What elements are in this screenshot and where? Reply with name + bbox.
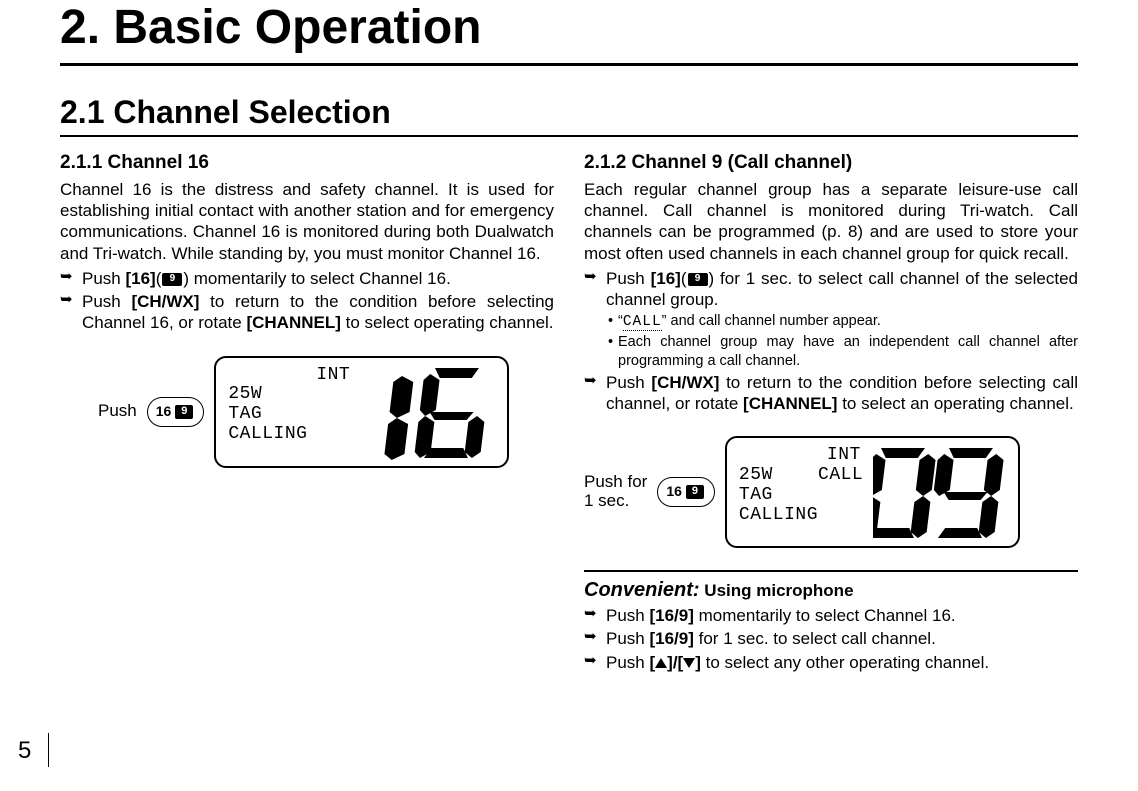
convenient-step-2: Push [16/9] for 1 sec. to select call ch… bbox=[584, 628, 1078, 649]
page-number: 5 bbox=[18, 737, 31, 765]
button-16-9: 16 9 bbox=[147, 397, 205, 427]
lcd-line-calling: CALLING bbox=[228, 425, 350, 445]
text: Push bbox=[82, 292, 131, 311]
convenient-rest: Using microphone bbox=[700, 581, 854, 600]
lcd-line-25w: 25W bbox=[228, 385, 350, 405]
lcd-line-25w-call: 25W CALL bbox=[739, 466, 863, 486]
text: Push bbox=[606, 373, 651, 392]
arrow-down-icon bbox=[683, 658, 695, 668]
push-label: Push for 1 sec. bbox=[584, 473, 647, 510]
convenient-box: Convenient: Using microphone Push [16/9]… bbox=[584, 578, 1078, 673]
sub-bullet-group: Each channel group may have an independe… bbox=[584, 333, 1078, 369]
push-illustration-ch16: Push 16 9 INT 25W TAG CALLING bbox=[98, 356, 554, 468]
manual-page: 2. Basic Operation 2.1 Channel Selection… bbox=[0, 0, 1138, 791]
key-9-badge: 9 bbox=[688, 273, 708, 286]
page-number-border bbox=[48, 733, 49, 767]
lcd-25w: 25W bbox=[739, 465, 773, 485]
convenient-em: Convenient: bbox=[584, 579, 700, 601]
text: to select operating channel. bbox=[341, 313, 554, 332]
key-label: [16] bbox=[125, 269, 155, 288]
text: for 1 sec. to select call channel. bbox=[694, 629, 936, 648]
text: Push bbox=[606, 269, 651, 288]
key-label: [CHANNEL] bbox=[743, 394, 837, 413]
step-ch9-1: Push [16](9) for 1 sec. to select call c… bbox=[584, 268, 1078, 311]
chapter-title: 2. Basic Operation bbox=[60, 0, 1078, 66]
convenient-headline: Convenient: Using microphone bbox=[584, 578, 1078, 603]
push-label: Push bbox=[98, 402, 137, 421]
key-16-text: 16 bbox=[666, 483, 682, 501]
step-ch16-1: Push [16](9) momentarily to select Chann… bbox=[60, 268, 554, 289]
text: Push bbox=[606, 653, 649, 672]
lcd-text-block: INT 25W CALL TAG CALLING bbox=[727, 438, 863, 546]
convenient-step-1: Push [16/9] momentarily to select Channe… bbox=[584, 605, 1078, 626]
divider bbox=[584, 570, 1078, 572]
lcd-big-digits-09 bbox=[873, 443, 1008, 543]
lcd-big-digits-16 bbox=[362, 363, 497, 463]
lcd-font-call: CALL bbox=[623, 314, 662, 331]
key-label: [16] bbox=[651, 269, 681, 288]
section-title: 2.1 Channel Selection bbox=[60, 94, 1078, 137]
key-label: [16/9] bbox=[649, 606, 693, 625]
paragraph-ch9: Each regular channel group has a separat… bbox=[584, 179, 1078, 264]
lcd-int: INT bbox=[827, 446, 863, 466]
key-9-badge: 9 bbox=[686, 485, 704, 499]
lcd-call: CALL bbox=[818, 465, 863, 485]
text: Push bbox=[606, 629, 649, 648]
key-16-text: 16 bbox=[156, 403, 172, 421]
subsection-title-ch9: 2.1.2 Channel 9 (Call channel) bbox=[584, 151, 1078, 175]
push-illustration-ch9: Push for 1 sec. 16 9 INT 25W CALL TAG CA… bbox=[584, 436, 1078, 548]
step-ch16-2: Push [CH/WX] to return to the condition … bbox=[60, 291, 554, 334]
lcd-line-tag: TAG bbox=[228, 405, 350, 425]
key-label: [CHANNEL] bbox=[246, 313, 340, 332]
key-bracket-mid: ]/[ bbox=[667, 653, 683, 672]
text: ( bbox=[156, 269, 162, 288]
key-label: [16/9] bbox=[649, 629, 693, 648]
spacer bbox=[773, 465, 818, 485]
two-column-layout: 2.1.1 Channel 16 Channel 16 is the distr… bbox=[60, 151, 1078, 675]
text: to select an operating channel. bbox=[837, 394, 1073, 413]
button-16-9: 16 9 bbox=[657, 477, 715, 507]
subsection-title-ch16: 2.1.1 Channel 16 bbox=[60, 151, 554, 175]
text: ( bbox=[681, 269, 687, 288]
convenient-step-3: Push []/[] to select any other operating… bbox=[584, 652, 1078, 673]
lcd-int: INT bbox=[316, 366, 350, 386]
lcd-display-ch16: INT 25W TAG CALLING bbox=[214, 356, 509, 468]
paragraph-ch16: Channel 16 is the distress and safety ch… bbox=[60, 179, 554, 264]
key-9-badge: 9 bbox=[175, 405, 193, 419]
text: ” and call channel number appear. bbox=[662, 313, 881, 329]
key-label: [CH/WX] bbox=[131, 292, 199, 311]
text: to select any other operating channel. bbox=[701, 653, 989, 672]
key-label: [CH/WX] bbox=[651, 373, 719, 392]
step-ch9-2: Push [CH/WX] to return to the condition … bbox=[584, 372, 1078, 415]
lcd-text-block: INT 25W TAG CALLING bbox=[216, 358, 350, 466]
arrow-up-icon bbox=[655, 658, 667, 668]
right-column: 2.1.2 Channel 9 (Call channel) Each regu… bbox=[584, 151, 1078, 675]
text: ) momentarily to select Channel 16. bbox=[183, 269, 450, 288]
text: momentarily to select Channel 16. bbox=[694, 606, 956, 625]
text: Push bbox=[82, 269, 125, 288]
lcd-line-calling: CALLING bbox=[739, 506, 863, 526]
left-column: 2.1.1 Channel 16 Channel 16 is the distr… bbox=[60, 151, 554, 675]
key-9-badge: 9 bbox=[162, 273, 182, 286]
lcd-line-tag: TAG bbox=[739, 486, 863, 506]
lcd-display-ch9: INT 25W CALL TAG CALLING bbox=[725, 436, 1020, 548]
sub-bullet-call: “CALL” and call channel number appear. bbox=[584, 312, 1078, 331]
text: Push bbox=[606, 606, 649, 625]
